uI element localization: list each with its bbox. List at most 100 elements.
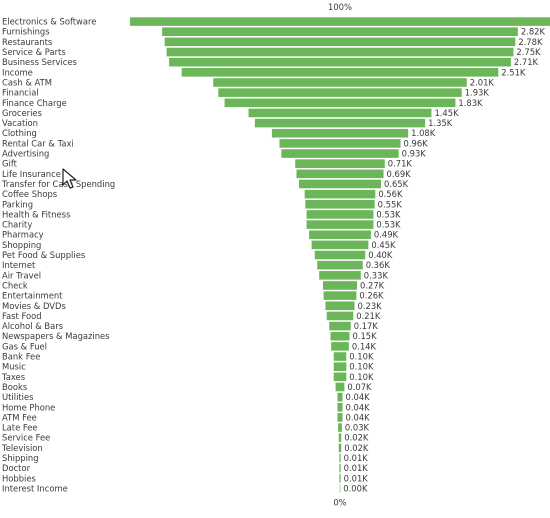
funnel-bar[interactable]: [281, 149, 399, 158]
value-label: 0.00K: [343, 483, 368, 493]
category-label: Gas & Fuel: [2, 341, 47, 351]
funnel-bar[interactable]: [339, 484, 341, 493]
category-label: Utilities: [2, 392, 34, 402]
category-label: Bank Fee: [2, 352, 40, 362]
funnel-bar[interactable]: [169, 57, 511, 67]
value-label: 0.01K: [344, 463, 369, 473]
funnel-bar[interactable]: [304, 189, 376, 199]
funnel-bar[interactable]: [333, 352, 347, 361]
value-label: 0.65K: [384, 179, 409, 189]
category-label: Coffee Shops: [2, 189, 57, 199]
funnel-bar[interactable]: [306, 210, 374, 219]
category-label: Air Travel: [2, 270, 41, 280]
category-label: Fast Food: [2, 311, 42, 321]
funnel-bar[interactable]: [299, 179, 381, 189]
category-label: Entertainment: [2, 291, 63, 301]
category-label: Books: [2, 382, 27, 392]
funnel-bar[interactable]: [271, 128, 409, 138]
bottom-axis-label: 0%: [333, 498, 346, 508]
category-label: Restaurants: [2, 37, 52, 47]
funnel-bar[interactable]: [162, 27, 518, 37]
funnel-bar[interactable]: [338, 423, 342, 432]
category-label: Transfer for Cash Spending: [1, 179, 115, 189]
funnel-bar[interactable]: [317, 260, 363, 270]
mouse-cursor-icon: [62, 168, 77, 189]
value-label: 1.35K: [428, 118, 453, 128]
funnel-bar[interactable]: [164, 37, 516, 47]
value-label: 2.51K: [501, 67, 526, 77]
value-label: 0.55K: [378, 199, 403, 209]
funnel-bar[interactable]: [218, 88, 462, 97]
funnel-bar[interactable]: [326, 311, 354, 321]
funnel-bar[interactable]: [333, 362, 347, 371]
category-label: Health & Fitness: [2, 209, 70, 219]
category-label: Interest Income: [2, 483, 68, 493]
funnel-bar[interactable]: [130, 17, 550, 26]
funnel-bar[interactable]: [330, 331, 350, 341]
category-label: Service Fee: [2, 433, 50, 443]
funnel-bar[interactable]: [314, 250, 366, 260]
funnel-bar[interactable]: [337, 413, 343, 422]
funnel-bar[interactable]: [181, 68, 499, 77]
category-label: Vacation: [2, 118, 38, 128]
value-label: 0.40K: [368, 250, 393, 260]
funnel-bar[interactable]: [166, 47, 514, 57]
funnel-bar[interactable]: [213, 78, 467, 87]
funnel-bar[interactable]: [339, 463, 341, 473]
value-label: 2.82K: [521, 27, 546, 37]
value-label: 0.10K: [349, 352, 374, 362]
funnel-bar[interactable]: [224, 98, 456, 108]
value-label: 0.21K: [356, 311, 381, 321]
bars-layer: [130, 17, 550, 493]
funnel-bar[interactable]: [335, 382, 345, 392]
category-label: Cash & ATM: [2, 77, 52, 87]
category-label: Check: [2, 280, 28, 290]
funnel-bar[interactable]: [329, 321, 351, 331]
value-label: 0.07K: [347, 382, 372, 392]
value-label: 2.78K: [518, 37, 543, 47]
funnel-bar[interactable]: [339, 474, 341, 483]
value-label: 0.02K: [344, 433, 369, 443]
funnel-bar[interactable]: [323, 291, 357, 300]
value-label: 1.45K: [434, 108, 459, 118]
funnel-bar[interactable]: [309, 230, 371, 240]
funnel-bar[interactable]: [337, 402, 343, 412]
value-label: 0.23K: [358, 301, 383, 311]
funnel-bar[interactable]: [331, 342, 349, 351]
funnel-bar[interactable]: [295, 159, 385, 168]
funnel-bar[interactable]: [319, 271, 361, 280]
funnel-bar[interactable]: [325, 301, 355, 311]
value-label: 0.96K: [404, 138, 429, 148]
funnel-bar[interactable]: [248, 108, 432, 118]
funnel-bar[interactable]: [254, 118, 426, 128]
funnel-bar[interactable]: [339, 453, 341, 463]
value-label: 1.93K: [465, 88, 490, 98]
value-label: 0.02K: [344, 443, 369, 453]
funnel-bar[interactable]: [305, 199, 375, 209]
category-label: Advertising: [2, 149, 49, 159]
funnel-bar[interactable]: [311, 240, 369, 250]
funnel-bar[interactable]: [338, 433, 342, 443]
funnel-bar[interactable]: [338, 443, 342, 453]
value-label: 0.10K: [349, 372, 374, 382]
value-label: 0.27K: [360, 280, 385, 290]
category-labels: Electronics & SoftwareFurnishingsRestaur…: [1, 17, 115, 494]
funnel-bar[interactable]: [322, 281, 358, 290]
category-label: Electronics & Software: [2, 17, 96, 27]
funnel-bar[interactable]: [337, 392, 343, 402]
funnel-bar[interactable]: [296, 169, 384, 179]
category-label: Furnishings: [2, 27, 50, 37]
category-label: Life Insurance: [2, 169, 61, 179]
value-label: 1.08K: [411, 128, 436, 138]
funnel-bar[interactable]: [333, 372, 347, 382]
funnel-bar[interactable]: [279, 139, 401, 148]
category-label: Rental Car & Taxi: [2, 138, 74, 148]
funnel-bar[interactable]: [306, 220, 374, 229]
category-label: Taxes: [1, 372, 25, 382]
category-label: Gift: [2, 159, 18, 169]
category-label: Finance Charge: [2, 98, 67, 108]
category-label: Shopping: [2, 240, 41, 250]
